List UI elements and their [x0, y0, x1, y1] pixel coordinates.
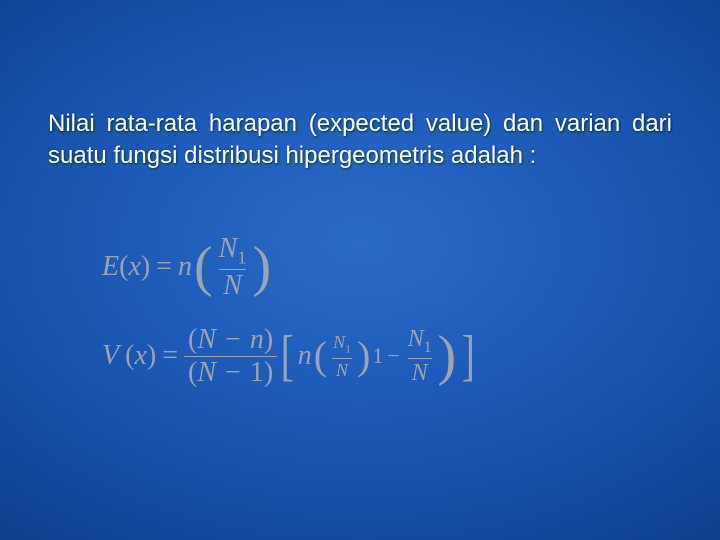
inner-num-sub: 1	[345, 343, 351, 356]
bracket-left: [	[280, 334, 294, 379]
den-N: N	[219, 269, 246, 300]
den-minus: −	[223, 357, 243, 388]
den-1: 1	[250, 357, 264, 388]
num-minus: −	[223, 324, 243, 355]
equals: =	[156, 340, 184, 372]
bracket-right: ]	[461, 334, 475, 379]
inner-paren-right: )	[355, 340, 372, 372]
formula-area: E ( x ) = n ( N1 N ) V ( x ) =	[102, 235, 672, 387]
close-paren: )	[141, 251, 150, 283]
fraction-Nn-over-N1: (N − n) (N − 1)	[184, 326, 277, 387]
formula-expected-value: E ( x ) = n ( N1 N )	[102, 235, 672, 300]
term-minus: −	[383, 343, 403, 369]
den-N-b: N	[408, 358, 432, 385]
num-sub-1-b: 1	[424, 339, 432, 356]
coef-n: n	[298, 340, 312, 372]
func-E: E	[102, 251, 119, 283]
slide-paragraph: Nilai rata-rata harapan (expected value)…	[48, 108, 672, 173]
close-paren: )	[147, 340, 156, 372]
formula-variance: V ( x ) = (N − n) (N − 1) [ n (	[102, 326, 672, 387]
num-N: N	[197, 324, 216, 355]
inner-paren-left: (	[312, 340, 329, 372]
outer-paren-right: )	[436, 334, 459, 379]
big-paren-left: (	[192, 245, 215, 290]
fraction-N1-over-N: N1 N	[215, 235, 251, 300]
num-N-b: N	[408, 326, 424, 352]
func-V: V	[102, 340, 119, 372]
num-sub-1: 1	[237, 247, 246, 267]
arg-x: x	[128, 251, 140, 283]
den-N: N	[197, 357, 216, 388]
inner-fraction: N1 N	[329, 333, 355, 378]
inner-den-N: N	[332, 358, 352, 379]
big-paren-right: )	[250, 245, 273, 290]
coef-n: n	[178, 251, 192, 283]
equals: =	[150, 251, 178, 283]
arg-x: x	[134, 340, 146, 372]
term-1: 1	[372, 343, 383, 369]
num-n: n	[250, 324, 264, 355]
num-N: N	[219, 233, 238, 264]
inner-num-N: N	[333, 332, 345, 352]
fraction-N1-over-N-b: N1 N	[404, 327, 436, 384]
